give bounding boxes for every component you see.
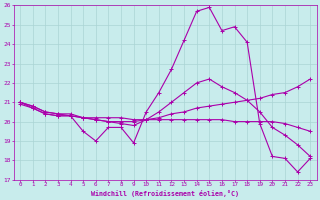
X-axis label: Windchill (Refroidissement éolien,°C): Windchill (Refroidissement éolien,°C): [91, 190, 239, 197]
